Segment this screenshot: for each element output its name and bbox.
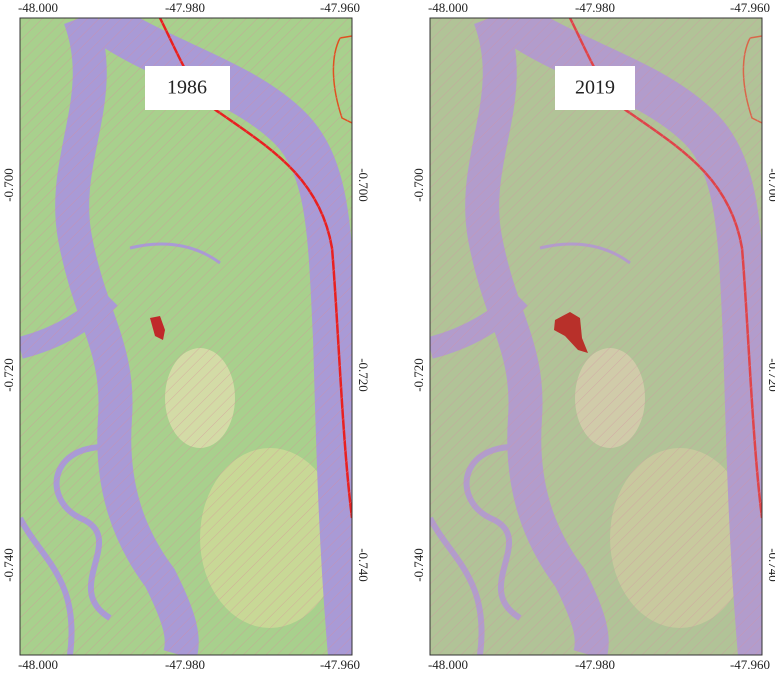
map-figure: 1986 -48.000 -47.980 -47.960 -48.000 -47.980…: [0, 0, 775, 677]
year-label: 1986: [167, 77, 207, 99]
lon-tick-label: -48.000: [18, 657, 58, 672]
lat-tick-label: -0.740: [766, 548, 775, 582]
lon-tick-label: -47.960: [730, 657, 770, 672]
lat-tick-label: -0.740: [411, 548, 426, 582]
lat-tick-label: -0.720: [766, 358, 775, 392]
lon-tick-label: -48.000: [18, 0, 58, 15]
lon-tick-label: -47.960: [730, 0, 770, 15]
lat-tick-label: -0.720: [356, 358, 371, 392]
lon-tick-label: -47.960: [320, 657, 360, 672]
map-panel: 2019 -48.000 -47.980 -47.960 -48.000 -47.980…: [411, 0, 775, 672]
lat-tick-label: -0.720: [411, 358, 426, 392]
lat-tick-label: -0.700: [766, 168, 775, 202]
map-panel: 1986 -48.000 -47.980 -47.960 -48.000 -47.980…: [1, 0, 371, 672]
lon-tick-label: -48.000: [428, 657, 468, 672]
lon-tick-label: -47.980: [165, 657, 205, 672]
lon-tick-label: -47.980: [575, 657, 615, 672]
lat-tick-label: -0.700: [356, 168, 371, 202]
lat-tick-label: -0.740: [1, 548, 16, 582]
lon-tick-label: -47.980: [165, 0, 205, 15]
lon-tick-label: -48.000: [428, 0, 468, 15]
lat-tick-label: -0.740: [356, 548, 371, 582]
lat-tick-label: -0.720: [1, 358, 16, 392]
lat-tick-label: -0.700: [1, 168, 16, 202]
lat-tick-label: -0.700: [411, 168, 426, 202]
lon-tick-label: -47.980: [575, 0, 615, 15]
year-label: 2019: [575, 77, 615, 99]
lon-tick-label: -47.960: [320, 0, 360, 15]
